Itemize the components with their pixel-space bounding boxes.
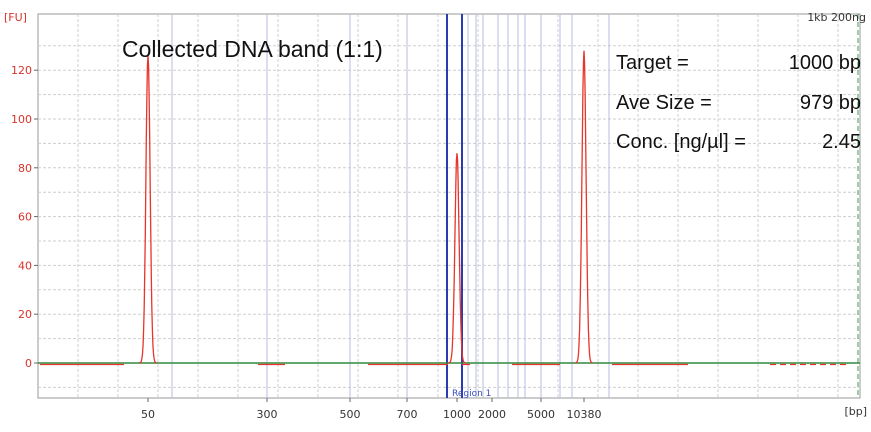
avesize-value: 979 bp [799,92,861,114]
peak-50 [139,55,157,364]
x-tick-label: 50 [141,408,155,421]
x-tick-label: 5000 [527,408,555,421]
target-label: Target = [616,52,689,74]
x-tick-label: 10380 [567,408,602,421]
axes: 0 20 40 60 80 100 120 50 300 500 700 1000 2000 5000 10… [11,14,859,421]
chart-title: Collected DNA band (1:1) [122,36,383,62]
sample-label: 1kb 200ng [807,11,866,24]
traces [38,50,860,366]
y-tick-label: 40 [18,259,32,272]
y-tick-label: 60 [18,211,32,224]
region-label: Region 1 [452,389,491,399]
conc-label: Conc. [ng/µl] = [616,131,746,153]
x-tick-label: 700 [397,408,418,421]
x-unit-label: [bp] [844,405,867,418]
region-1: Region 1 [446,14,491,399]
peak-10380 [575,50,593,364]
y-tick-label: 80 [18,162,32,175]
x-tick-label: 300 [257,408,278,421]
target-value: 1000 bp [788,52,861,74]
conc-value: 2.45 [822,131,861,153]
plot-area [37,13,861,399]
avesize-label: Ave Size = [616,92,712,114]
x-tick-label: 1000 [443,408,471,421]
peak-1000 [448,153,466,364]
x-tick-label: 2000 [478,408,506,421]
y-tick-label: 20 [18,308,32,321]
y-tick-label: 0 [25,357,32,370]
y-tick-label: 100 [11,113,32,126]
size-markers [171,14,610,398]
y-unit-label: [FU] [4,11,27,24]
y-tick-label: 120 [11,64,32,77]
x-tick-label: 500 [340,408,361,421]
